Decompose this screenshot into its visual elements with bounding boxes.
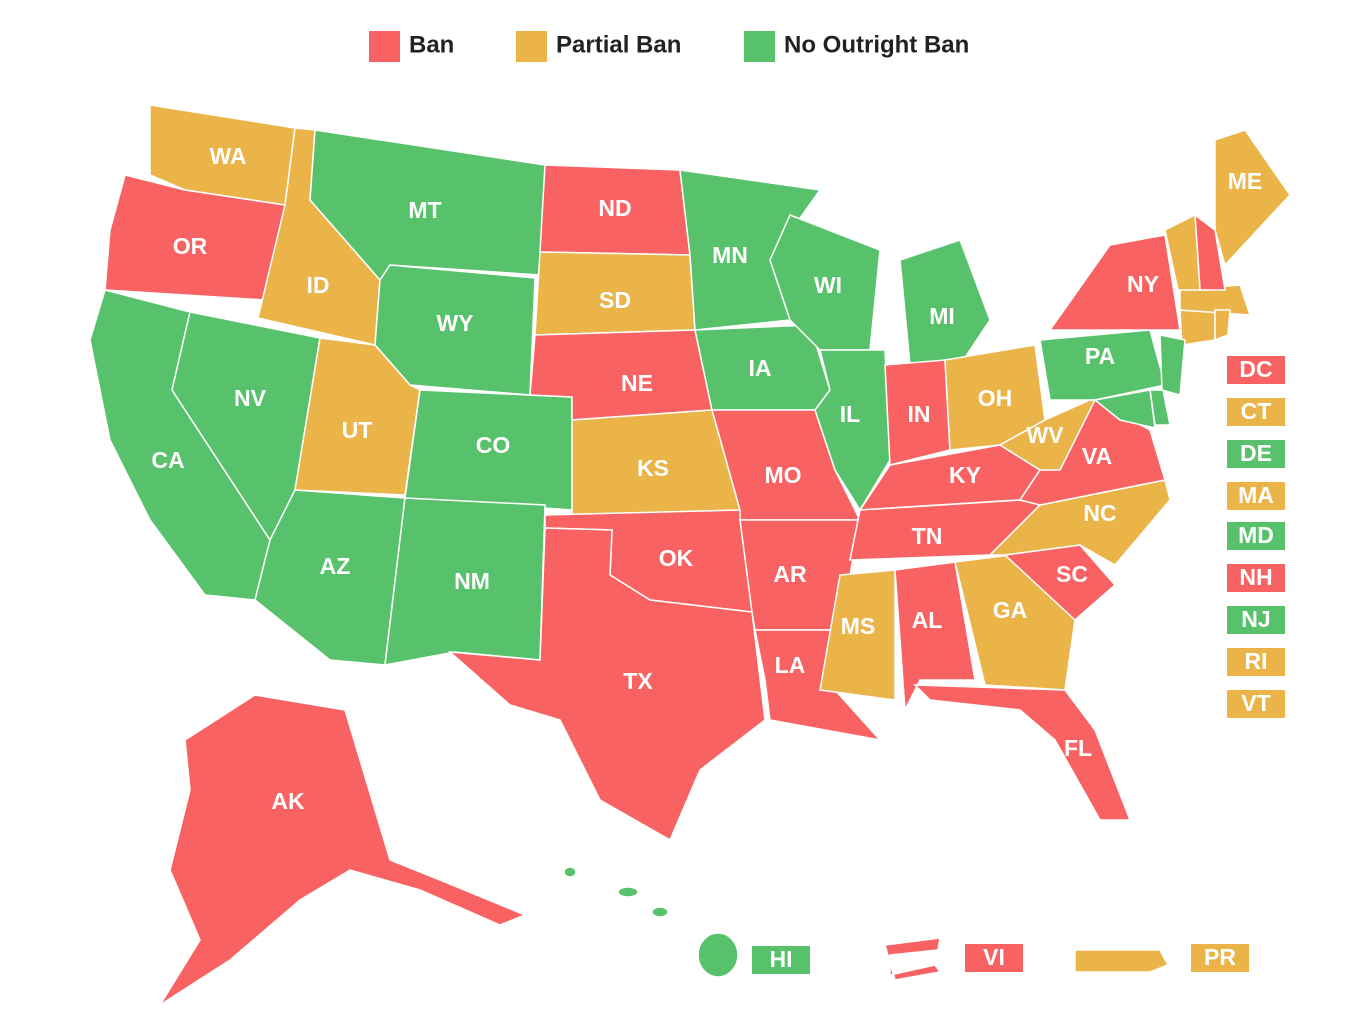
state-shape [894,561,976,713]
state-shape [1214,309,1231,342]
state-label: VA [1082,443,1112,469]
legend-swatch [744,31,775,62]
state-shape [1159,334,1186,396]
state-label: AZ [320,553,351,579]
state-label: TN [912,523,943,549]
legend-label: No Outright Ban [784,31,969,58]
state-shape [954,554,1076,691]
state-label-box [1191,944,1249,972]
state-shape [617,886,639,898]
state-label: NY [1127,271,1159,297]
state-label: SD [599,287,631,313]
state-shape [1164,213,1201,291]
state-label: MO [764,462,801,488]
state-label: OH [978,385,1013,411]
state-label-box [1227,648,1285,676]
legend-label: Partial Ban [556,31,681,58]
state-label: OK [659,545,694,571]
state-shape [1093,389,1156,429]
state-shape [884,937,942,981]
state-label: NH [1239,564,1272,590]
state-label: ID [307,272,330,298]
state-shape [159,694,527,1006]
state-label: DE [1240,440,1272,466]
state-label-box [1227,522,1285,550]
state-label: FL [1064,735,1092,761]
state-label: AR [773,561,807,587]
state-label: DC [1239,356,1272,382]
legend-label: Ban [409,31,454,58]
state-label: IL [840,401,860,427]
state-label: WV [1026,422,1064,448]
state-label: LA [775,652,806,678]
state-label: HI [770,946,793,972]
state-label: NE [621,370,653,396]
state-label: VI [983,944,1005,970]
state-label: CA [151,447,184,473]
state-shape [447,527,766,842]
state-label-box [965,944,1023,972]
state-shape [913,684,1132,821]
state-label: KS [637,455,669,481]
state-label: UT [342,417,373,443]
state-label: WA [209,143,246,169]
state-label: SC [1056,561,1088,587]
state-label: NJ [1241,606,1270,632]
state-shape [1214,129,1291,267]
state-label: CO [476,432,511,458]
state-label-box [1227,440,1285,468]
state-shape [899,239,991,366]
state-label: IN [908,401,931,427]
state-label: NV [234,385,267,411]
state-label-box [1227,690,1285,718]
state-shape [1074,949,1170,973]
legend-swatch [516,31,547,62]
state-label: MN [712,242,748,268]
state-label-box [1227,398,1285,426]
state-label: VT [1241,690,1270,716]
legend-swatch [369,31,400,62]
state-label-box [1227,564,1285,592]
state-label-box [1227,482,1285,510]
state-label: MS [841,613,876,639]
state-label: WY [436,310,473,336]
state-label: PR [1204,944,1236,970]
state-label: TX [623,668,653,694]
state-label: IA [749,355,772,381]
state-shape [1048,234,1181,331]
state-label: MD [1238,522,1274,548]
state-shape [819,569,896,701]
state-label-box [1227,356,1285,384]
state-label: CT [1241,398,1272,424]
state-label: MA [1238,482,1274,508]
state-label: PA [1085,343,1115,369]
state-label-box [752,946,810,974]
state-label: AK [271,788,305,814]
state-label: AL [912,607,943,633]
state-shape [1039,329,1166,401]
state-label: GA [993,597,1028,623]
state-shape [563,866,577,878]
state-label: KY [949,462,981,488]
state-shape [697,932,739,978]
state-label: NC [1083,500,1116,526]
state-label: ME [1228,168,1263,194]
state-label: NM [454,568,490,594]
state-label: WI [814,272,842,298]
state-label: MI [929,303,955,329]
state-label: RI [1245,648,1268,674]
state-label: OR [173,233,208,259]
state-label-box [1227,606,1285,634]
state-label: MT [408,197,441,223]
state-label: ND [598,195,631,221]
state-shape [651,906,669,918]
